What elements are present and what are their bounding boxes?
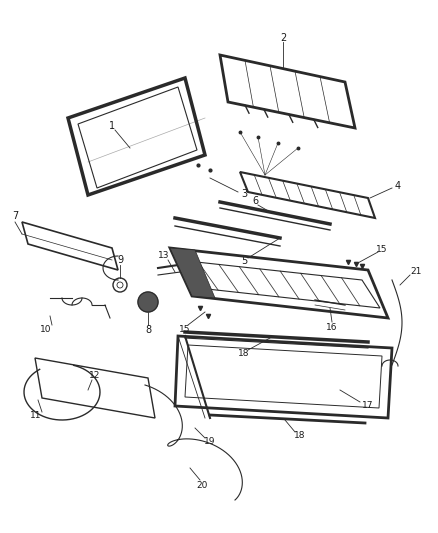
Text: 5: 5 xyxy=(241,256,247,266)
Text: 15: 15 xyxy=(376,245,388,254)
Text: 13: 13 xyxy=(158,251,170,260)
Text: 16: 16 xyxy=(326,324,338,333)
Text: 18: 18 xyxy=(294,432,306,440)
Text: 12: 12 xyxy=(89,372,101,381)
Text: 3: 3 xyxy=(241,189,247,199)
Text: 19: 19 xyxy=(204,438,216,447)
Text: 20: 20 xyxy=(196,481,208,490)
Text: 2: 2 xyxy=(280,33,286,43)
Text: 17: 17 xyxy=(362,401,374,410)
Text: 6: 6 xyxy=(252,196,258,206)
Text: 11: 11 xyxy=(30,411,42,421)
Circle shape xyxy=(138,292,158,312)
Text: 21: 21 xyxy=(410,268,422,277)
Text: 9: 9 xyxy=(117,255,123,265)
Polygon shape xyxy=(170,248,215,298)
Text: 18: 18 xyxy=(238,350,250,359)
Text: 10: 10 xyxy=(40,326,52,335)
Text: 4: 4 xyxy=(395,181,401,191)
Text: 7: 7 xyxy=(12,211,18,221)
Text: 15: 15 xyxy=(179,326,191,335)
Text: 8: 8 xyxy=(145,325,151,335)
Text: 1: 1 xyxy=(109,121,115,131)
